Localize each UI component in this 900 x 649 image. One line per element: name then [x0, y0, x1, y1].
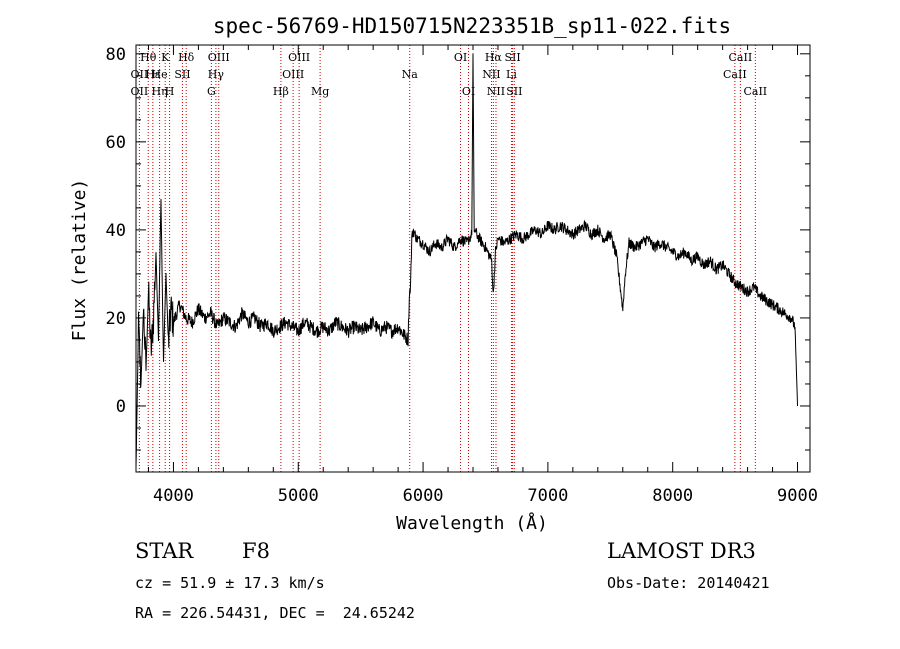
- observation-date: Obs-Date: 20140421: [607, 574, 770, 592]
- marker-label: NII: [487, 85, 505, 98]
- marker-label: OII: [131, 68, 149, 81]
- object-type: STAR: [135, 539, 194, 563]
- x-tick-label: 6000: [403, 486, 444, 506]
- marker-label: H: [165, 85, 175, 98]
- axis-ticks: 4000 5000 6000 7000 8000 9000 0 20 40 60 80: [106, 45, 818, 506]
- y-tick-label: 0: [116, 397, 126, 417]
- marker-label: Mg: [311, 85, 329, 98]
- y-tick-label: 40: [106, 221, 126, 241]
- y-tick-label: 60: [106, 133, 126, 153]
- x-tick-label: 4000: [153, 486, 194, 506]
- marker-label: Hα: [485, 51, 503, 64]
- x-tick-label: 9000: [777, 486, 818, 506]
- coordinates: RA = 226.54431, DEC = 24.65242: [135, 604, 415, 622]
- marker-label: OI: [462, 85, 475, 98]
- spectrum-series: [135, 53, 798, 468]
- marker-label: OI: [454, 51, 467, 64]
- marker-label: OIII: [282, 68, 304, 81]
- spectral-subclass: F8: [242, 539, 270, 563]
- marker-label: SII: [504, 51, 520, 64]
- chart-title: spec-56769-HD150715N223351B_sp11-022.fit…: [213, 14, 731, 38]
- redshift-velocity: cz = 51.9 ± 17.3 km/s: [135, 574, 325, 592]
- marker-label: Hβ: [273, 85, 289, 98]
- marker-label: K: [161, 51, 170, 64]
- marker-label: Li: [506, 68, 517, 81]
- y-axis-label: Flux (relative): [69, 179, 90, 342]
- marker-label: OII: [131, 85, 149, 98]
- marker-label: Hθ: [140, 51, 157, 64]
- marker-label: He: [152, 68, 168, 81]
- marker-label: CaII: [729, 51, 753, 64]
- marker-label: Hη: [151, 85, 167, 98]
- marker-label: Hδ: [178, 51, 195, 64]
- spectrum-line: [135, 53, 798, 468]
- marker-label: Na: [402, 68, 419, 81]
- marker-label: CaII: [743, 85, 767, 98]
- marker-labels: OII OII Hθ Hε Hη K He H SII Hδ OIII Hγ G Hβ OIII OIII Mg…: [131, 51, 768, 98]
- y-tick-label: 80: [106, 45, 126, 65]
- y-tick-label: 20: [106, 309, 126, 329]
- x-axis-label: Wavelength (Å): [396, 512, 548, 534]
- survey-name: LAMOST DR3: [607, 539, 756, 563]
- marker-label: Hε: [145, 68, 161, 81]
- marker-label: G: [207, 85, 216, 98]
- marker-label: NII: [482, 68, 500, 81]
- marker-label: SII: [506, 85, 522, 98]
- marker-label: OIII: [208, 51, 230, 64]
- marker-label: CaII: [723, 68, 747, 81]
- line-markers: [138, 45, 756, 472]
- x-tick-label: 7000: [527, 486, 568, 506]
- x-tick-label: 8000: [652, 486, 693, 506]
- marker-label: OIII: [288, 51, 310, 64]
- marker-label: SII: [174, 68, 190, 81]
- x-tick-label: 5000: [278, 486, 319, 506]
- marker-label: Hγ: [208, 68, 225, 81]
